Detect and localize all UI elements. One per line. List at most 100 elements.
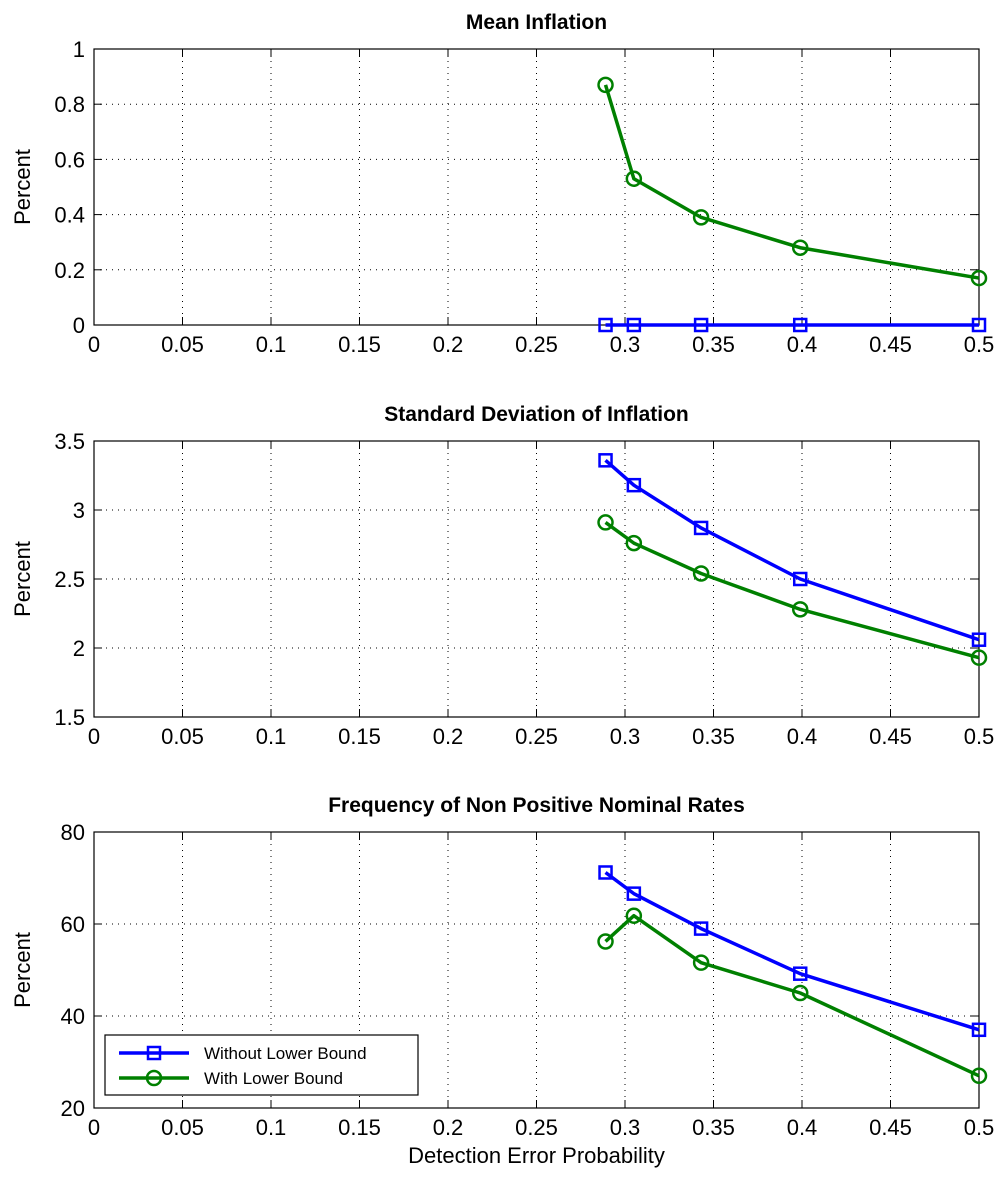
data-point-square xyxy=(693,317,709,333)
x-tick-label: 0.25 xyxy=(515,1115,558,1140)
data-point-circle xyxy=(970,269,988,287)
series-line-without-lower-bound xyxy=(604,871,980,1032)
data-point-square xyxy=(598,453,613,468)
chart-title: Mean Inflation xyxy=(466,11,607,34)
y-tick-label: 0.8 xyxy=(54,92,85,117)
x-tick-label: 0.3 xyxy=(610,332,641,357)
chart-title: Standard Deviation of Inflation xyxy=(384,403,689,426)
x-tick-label: 0.2 xyxy=(433,1115,464,1140)
x-tick-label: 0.5 xyxy=(964,724,995,749)
x-tick-label: 0.15 xyxy=(338,332,381,357)
data-point-circle xyxy=(625,534,643,552)
x-tick-label: 0.35 xyxy=(692,724,735,749)
x-tick-label: 0 xyxy=(88,724,100,749)
data-point-circle xyxy=(597,514,614,531)
data-point-circle xyxy=(625,907,643,924)
legend-label: Without Lower Bound xyxy=(204,1044,367,1063)
data-point-square xyxy=(792,317,808,333)
data-point-square xyxy=(598,317,613,333)
data-point-square xyxy=(626,477,642,493)
y-tick-label: 40 xyxy=(61,1004,85,1029)
y-axis-label: Percent xyxy=(10,149,35,225)
x-tick-label: 0.45 xyxy=(869,1115,912,1140)
data-point-circle xyxy=(597,76,614,94)
y-tick-label: 0.4 xyxy=(54,203,85,228)
y-tick-label: 0.2 xyxy=(54,258,85,283)
x-tick-label: 0.25 xyxy=(515,332,558,357)
data-point-square xyxy=(792,571,808,587)
y-tick-label: 2.5 xyxy=(54,567,85,592)
data-point-circle xyxy=(791,601,809,618)
data-point-square xyxy=(971,1022,987,1038)
x-tick-label: 0.25 xyxy=(515,724,558,749)
data-point-circle xyxy=(970,1067,988,1085)
y-tick-label: 0 xyxy=(73,313,85,338)
x-tick-label: 0.2 xyxy=(433,332,464,357)
data-point-square xyxy=(971,632,987,647)
data-point-square xyxy=(792,966,808,981)
chart-panel-3: 0 0.05 0.1 0.15 0.2 0.25 0.3 0.35 0.4 0.45 0.5 20 40… xyxy=(10,794,994,1168)
legend: Without Lower Bound With Lower Bound xyxy=(104,1034,419,1096)
data-point-square xyxy=(626,317,642,333)
x-tick-label: 0.2 xyxy=(433,724,464,749)
x-tick-label: 0 xyxy=(88,1115,100,1140)
series-line-with-lower-bound xyxy=(604,913,980,1078)
data-point-square xyxy=(971,317,987,333)
chart-panel-1: 0 0.05 0.1 0.15 0.2 0.25 0.3 0.35 0.4 0.45 0.5 0 0.2… xyxy=(10,11,994,357)
y-tick-label: 3.5 xyxy=(54,429,85,454)
data-point-circle xyxy=(791,239,809,256)
data-point-circle xyxy=(692,954,710,971)
legend-square-icon xyxy=(146,1045,162,1061)
x-tick-label: 0.5 xyxy=(964,1115,995,1140)
data-point-circle xyxy=(791,984,809,1002)
x-tick-label: 0.1 xyxy=(256,724,287,749)
x-tick-label: 0.45 xyxy=(869,724,912,749)
data-point-square xyxy=(693,520,709,536)
data-point-square xyxy=(693,921,709,936)
y-tick-label: 2 xyxy=(73,636,85,661)
legend-circle-icon xyxy=(145,1069,163,1087)
y-tick-label: 3 xyxy=(73,498,85,523)
axes-frame xyxy=(93,48,980,326)
x-tick-label: 0.4 xyxy=(787,332,818,357)
x-tick-label: 0.1 xyxy=(256,1115,287,1140)
x-tick-label: 0.4 xyxy=(787,1115,818,1140)
axes-frame xyxy=(93,440,980,718)
x-tick-label: 0.05 xyxy=(161,1115,204,1140)
x-axis-label: Detection Error Probability xyxy=(408,1143,665,1168)
x-tick-label: 0 xyxy=(88,332,100,357)
y-tick-label: 0.6 xyxy=(54,147,85,172)
chart-title: Frequency of Non Positive Nominal Rates xyxy=(328,794,745,817)
x-tick-label: 0.35 xyxy=(692,332,735,357)
x-tick-label: 0.05 xyxy=(161,724,204,749)
x-tick-label: 0.5 xyxy=(964,332,995,357)
x-tick-label: 0.3 xyxy=(610,1115,641,1140)
x-tick-label: 0.45 xyxy=(869,332,912,357)
chart-panel-2: 0 0.05 0.1 0.15 0.2 0.25 0.3 0.35 0.4 0.45 0.5 1.5 2… xyxy=(10,403,994,749)
x-tick-label: 0.05 xyxy=(161,332,204,357)
y-tick-label: 1.5 xyxy=(54,705,85,730)
y-tick-label: 1 xyxy=(73,37,85,62)
series-line-with-lower-bound xyxy=(603,84,980,280)
data-point-square xyxy=(598,865,613,880)
data-point-circle xyxy=(692,209,710,226)
series-line-without-lower-bound xyxy=(604,459,980,642)
data-point-circle xyxy=(625,170,643,187)
x-tick-label: 0.15 xyxy=(338,1115,381,1140)
legend-label: With Lower Bound xyxy=(204,1069,343,1088)
x-tick-label: 0.4 xyxy=(787,724,818,749)
data-point-circle xyxy=(692,565,710,582)
data-point-square xyxy=(626,886,642,901)
y-axis-label: Percent xyxy=(10,932,35,1008)
y-tick-label: 80 xyxy=(61,820,85,845)
x-tick-label: 0.3 xyxy=(610,724,641,749)
axes-frame xyxy=(93,831,980,1109)
y-tick-label: 60 xyxy=(61,912,85,937)
data-point-circle xyxy=(597,933,614,950)
y-axis-label: Percent xyxy=(10,541,35,617)
x-tick-label: 0.15 xyxy=(338,724,381,749)
series-line-with-lower-bound xyxy=(604,521,980,660)
data-point-circle xyxy=(970,649,988,666)
x-tick-label: 0.1 xyxy=(256,332,287,357)
